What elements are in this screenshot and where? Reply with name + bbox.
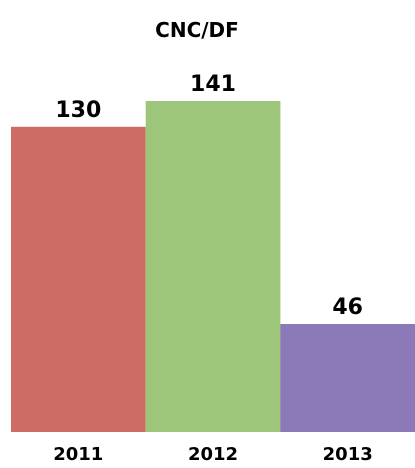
bar-2012 xyxy=(145,101,281,432)
x-tick-label-2012: 2012 xyxy=(188,444,238,465)
bar-2011 xyxy=(11,126,146,433)
data-labels-group: 130 141 46 xyxy=(55,72,363,320)
chart-title: CNC/DF xyxy=(155,18,239,42)
x-tick-labels-group: 2011 2012 2013 xyxy=(53,444,373,465)
x-tick-label-2013: 2013 xyxy=(323,444,373,465)
data-label-2013: 46 xyxy=(332,295,363,320)
bar-2013 xyxy=(280,324,415,432)
data-label-2011: 130 xyxy=(55,98,101,123)
bars-group xyxy=(11,101,415,433)
x-tick-label-2011: 2011 xyxy=(53,444,103,465)
data-label-2012: 141 xyxy=(190,72,236,97)
